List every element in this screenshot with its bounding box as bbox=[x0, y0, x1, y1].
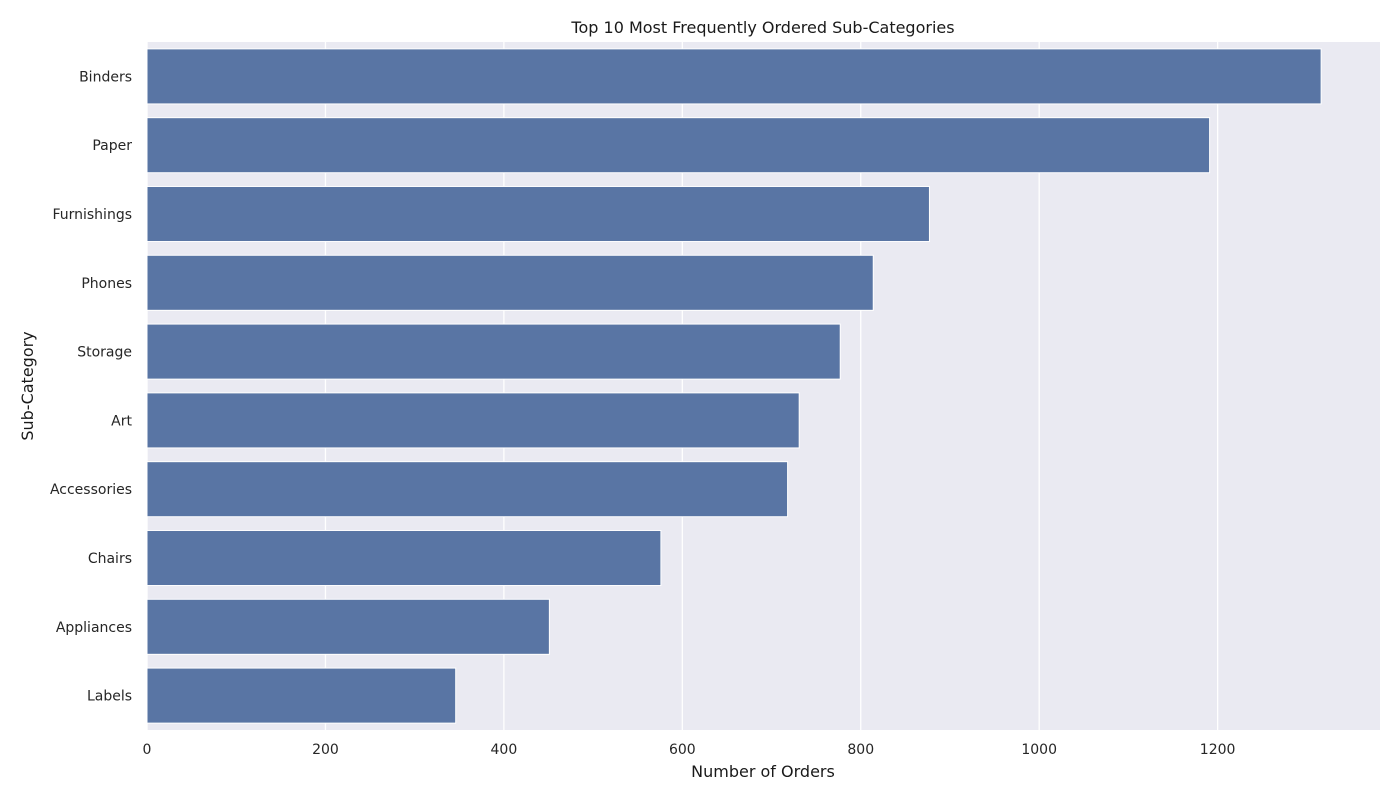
bar-phones bbox=[146, 254, 874, 311]
bar-accessories bbox=[146, 461, 789, 518]
y-tick-label: Chairs bbox=[88, 551, 132, 567]
x-tick-labels: 0 200 400 600 800 1000 1200 bbox=[143, 742, 1236, 758]
bar-chairs bbox=[146, 529, 662, 587]
y-tick-label: Labels bbox=[87, 689, 132, 705]
x-axis-label: Number of Orders bbox=[691, 762, 835, 781]
x-tick-label: 200 bbox=[312, 742, 339, 758]
bars bbox=[146, 48, 1322, 724]
y-axis-label: Sub-Category bbox=[18, 331, 37, 440]
y-tick-labels: Binders Paper Furnishings Phones Storage Art A… bbox=[50, 69, 133, 704]
bar-furnishings bbox=[146, 185, 930, 243]
y-tick-label: Phones bbox=[81, 276, 132, 292]
y-tick-label: Accessories bbox=[50, 482, 132, 498]
bar-labels bbox=[146, 667, 457, 724]
x-tick-label: 400 bbox=[491, 742, 518, 758]
y-tick-label: Paper bbox=[92, 138, 132, 154]
bar-storage bbox=[146, 323, 841, 380]
y-tick-label: Furnishings bbox=[52, 207, 132, 223]
y-tick-label: Appliances bbox=[56, 620, 132, 636]
x-tick-label: 1000 bbox=[1021, 742, 1057, 758]
y-tick-label: Storage bbox=[77, 345, 132, 361]
bar-binders bbox=[146, 48, 1322, 105]
y-tick-label: Art bbox=[111, 413, 132, 429]
x-tick-label: 600 bbox=[669, 742, 696, 758]
x-tick-label: 0 bbox=[143, 742, 152, 758]
y-tick-label: Binders bbox=[79, 69, 132, 85]
bar-appliances bbox=[146, 598, 550, 655]
chart-title: Top 10 Most Frequently Ordered Sub-Categ… bbox=[570, 18, 954, 37]
bar-paper bbox=[146, 117, 1211, 174]
x-tick-label: 1200 bbox=[1200, 742, 1236, 758]
bar-art bbox=[146, 392, 800, 449]
x-tick-label: 800 bbox=[847, 742, 874, 758]
